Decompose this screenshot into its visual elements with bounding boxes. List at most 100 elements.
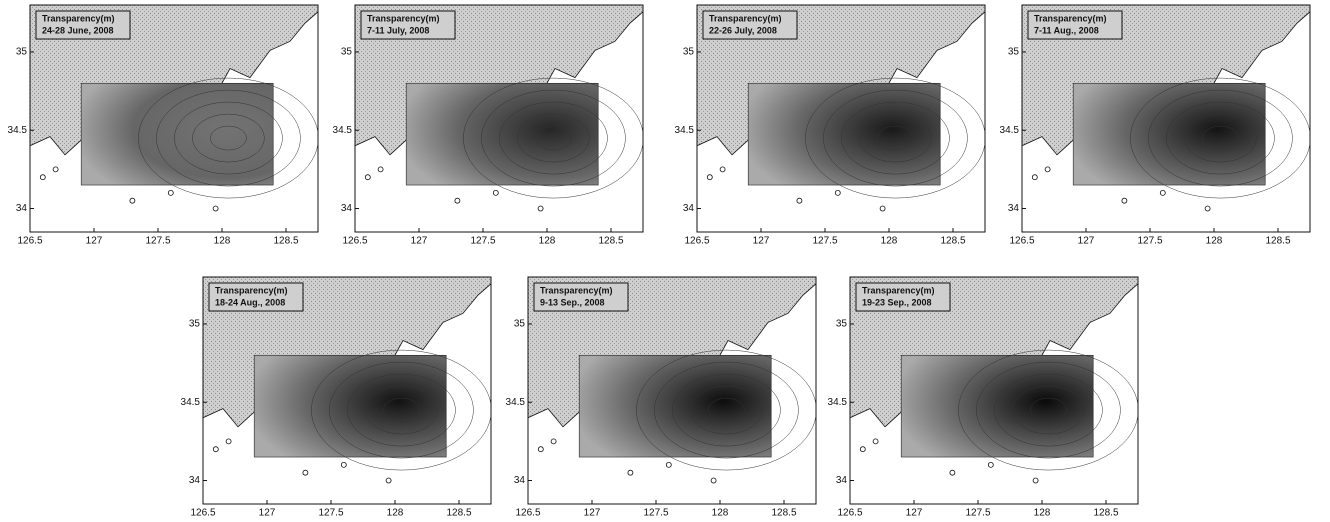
island bbox=[550, 438, 557, 445]
island bbox=[212, 205, 219, 212]
map-area bbox=[850, 277, 1138, 504]
y-tick-label: 34.5 bbox=[675, 125, 695, 136]
contour-line bbox=[210, 125, 247, 151]
contour-line bbox=[1012, 385, 1085, 435]
map-area bbox=[1022, 5, 1310, 232]
label-box bbox=[702, 10, 798, 40]
map-panel: Transparency(m) 19-23 Sep., 2008 126.5 127 1… bbox=[828, 276, 1139, 519]
panel-frame bbox=[696, 4, 986, 233]
y-tick-label: 34 bbox=[341, 203, 353, 214]
x-tick-label: 128 bbox=[1206, 236, 1223, 247]
x-tick-label: 127 bbox=[906, 508, 923, 519]
contour-line bbox=[1130, 77, 1310, 199]
x-tick-label: 127.5 bbox=[145, 236, 170, 247]
island bbox=[859, 446, 866, 453]
label-box bbox=[1027, 10, 1123, 40]
island bbox=[385, 477, 392, 484]
panel-title: Transparency(m) bbox=[1034, 13, 1107, 23]
panel-title: Transparency(m) bbox=[540, 285, 613, 295]
contour-line bbox=[1184, 113, 1257, 163]
panel-date: 22-26 July, 2008 bbox=[709, 25, 777, 35]
contour-line bbox=[690, 385, 763, 435]
panel-date: 18-24 Aug., 2008 bbox=[215, 297, 285, 307]
y-tick-label: 34 bbox=[16, 203, 28, 214]
island bbox=[1032, 477, 1039, 484]
x-tick-label: 127.5 bbox=[1137, 236, 1162, 247]
panel-frame bbox=[202, 276, 492, 505]
island bbox=[627, 469, 634, 476]
map-area bbox=[528, 277, 816, 504]
map-panel: Transparency(m) 7-11 Aug., 2008 126.5 127 12… bbox=[1000, 4, 1311, 247]
contour-line bbox=[329, 361, 474, 459]
contour-line bbox=[994, 373, 1103, 447]
y-tick-label: 34.5 bbox=[506, 397, 526, 408]
contour-line bbox=[311, 349, 491, 471]
island bbox=[377, 166, 384, 173]
panel-frame bbox=[354, 4, 644, 233]
contour-line bbox=[1202, 125, 1239, 151]
x-tick-label: 128.5 bbox=[1265, 236, 1290, 247]
panel-title: Transparency(m) bbox=[42, 13, 115, 23]
y-tick-label: 34.5 bbox=[1000, 125, 1020, 136]
map-area bbox=[697, 5, 985, 232]
x-tick-label: 126.5 bbox=[684, 236, 709, 247]
panel-frame bbox=[527, 276, 817, 505]
label-box bbox=[35, 10, 131, 40]
contour-line bbox=[708, 397, 745, 423]
y-tick-label: 34 bbox=[514, 475, 526, 486]
x-tick-label: 128 bbox=[712, 508, 729, 519]
y-tick-label: 35 bbox=[836, 319, 848, 330]
panel-frame bbox=[1021, 4, 1311, 233]
map-panel: Transparency(m) 9-13 Sep., 2008 126.5 127 12… bbox=[506, 276, 817, 519]
island bbox=[364, 174, 371, 181]
contour-line bbox=[347, 373, 456, 447]
x-tick-label: 126.5 bbox=[1009, 236, 1034, 247]
island bbox=[537, 446, 544, 453]
label-box bbox=[360, 10, 456, 40]
contour-line bbox=[841, 101, 950, 175]
island bbox=[796, 197, 803, 204]
x-tick-label: 127 bbox=[411, 236, 428, 247]
x-tick-label: 127.5 bbox=[470, 236, 495, 247]
x-tick-label: 126.5 bbox=[837, 508, 862, 519]
label-box bbox=[533, 282, 629, 312]
contour-field bbox=[1072, 82, 1266, 186]
contour-line bbox=[823, 89, 968, 187]
x-tick-label: 126.5 bbox=[190, 508, 215, 519]
y-tick-label: 34.5 bbox=[333, 125, 353, 136]
contour-field bbox=[900, 354, 1094, 458]
panel-title: Transparency(m) bbox=[862, 285, 935, 295]
x-tick-label: 128 bbox=[1034, 508, 1051, 519]
x-tick-label: 127 bbox=[259, 508, 276, 519]
contour-line bbox=[174, 101, 283, 175]
contour-line bbox=[463, 77, 643, 199]
island bbox=[949, 469, 956, 476]
y-tick-label: 35 bbox=[189, 319, 201, 330]
y-tick-label: 35 bbox=[16, 47, 28, 58]
y-tick-label: 34 bbox=[1008, 203, 1020, 214]
panel-date: 7-11 July, 2008 bbox=[367, 25, 429, 35]
island bbox=[454, 197, 461, 204]
contour-field bbox=[747, 82, 941, 186]
contour-field bbox=[80, 82, 274, 186]
x-tick-label: 128.5 bbox=[446, 508, 471, 519]
panel-date: 7-11 Aug., 2008 bbox=[1034, 25, 1099, 35]
map-panel: Transparency(m) 18-24 Aug., 2008 126.5 127 1… bbox=[181, 276, 492, 519]
contour-line bbox=[672, 373, 781, 447]
island bbox=[834, 189, 841, 196]
island bbox=[39, 174, 46, 181]
island bbox=[492, 189, 499, 196]
y-tick-label: 34.5 bbox=[828, 397, 848, 408]
x-tick-label: 128 bbox=[539, 236, 556, 247]
y-tick-label: 34 bbox=[836, 475, 848, 486]
island bbox=[302, 469, 309, 476]
contour-line bbox=[976, 361, 1121, 459]
contour-field bbox=[578, 354, 772, 458]
x-tick-label: 128.5 bbox=[1093, 508, 1118, 519]
panel-title: Transparency(m) bbox=[709, 13, 782, 23]
contour-field bbox=[253, 354, 447, 458]
contour-field bbox=[405, 82, 599, 186]
panel-date: 9-13 Sep., 2008 bbox=[540, 297, 605, 307]
x-tick-label: 128 bbox=[214, 236, 231, 247]
